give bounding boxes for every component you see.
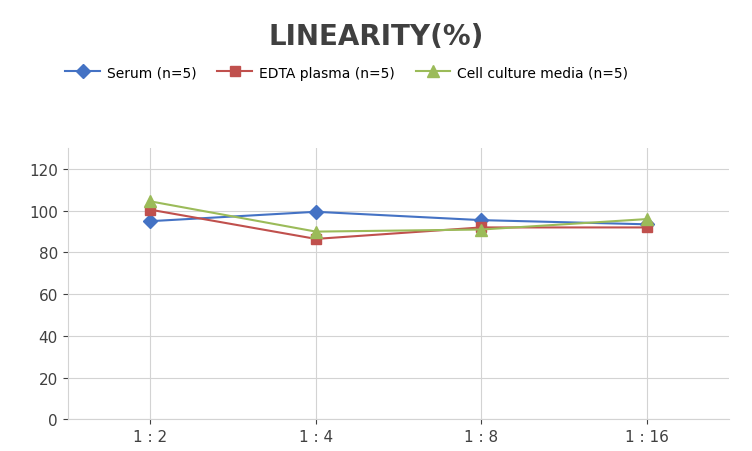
Cell culture media (n=5) xyxy=(477,227,486,233)
EDTA plasma (n=5) xyxy=(146,207,155,213)
Line: Cell culture media (n=5): Cell culture media (n=5) xyxy=(145,196,652,238)
Text: LINEARITY(%): LINEARITY(%) xyxy=(268,23,484,51)
Cell culture media (n=5) xyxy=(311,230,320,235)
Line: Serum (n=5): Serum (n=5) xyxy=(146,207,651,230)
Cell culture media (n=5) xyxy=(146,199,155,205)
EDTA plasma (n=5) xyxy=(311,237,320,242)
Serum (n=5) xyxy=(642,222,651,227)
Cell culture media (n=5) xyxy=(642,217,651,222)
Line: EDTA plasma (n=5): EDTA plasma (n=5) xyxy=(146,205,651,244)
EDTA plasma (n=5) xyxy=(642,225,651,230)
Serum (n=5) xyxy=(311,210,320,215)
EDTA plasma (n=5) xyxy=(477,225,486,230)
Serum (n=5) xyxy=(477,218,486,223)
Serum (n=5) xyxy=(146,219,155,225)
Legend: Serum (n=5), EDTA plasma (n=5), Cell culture media (n=5): Serum (n=5), EDTA plasma (n=5), Cell cul… xyxy=(59,61,634,86)
